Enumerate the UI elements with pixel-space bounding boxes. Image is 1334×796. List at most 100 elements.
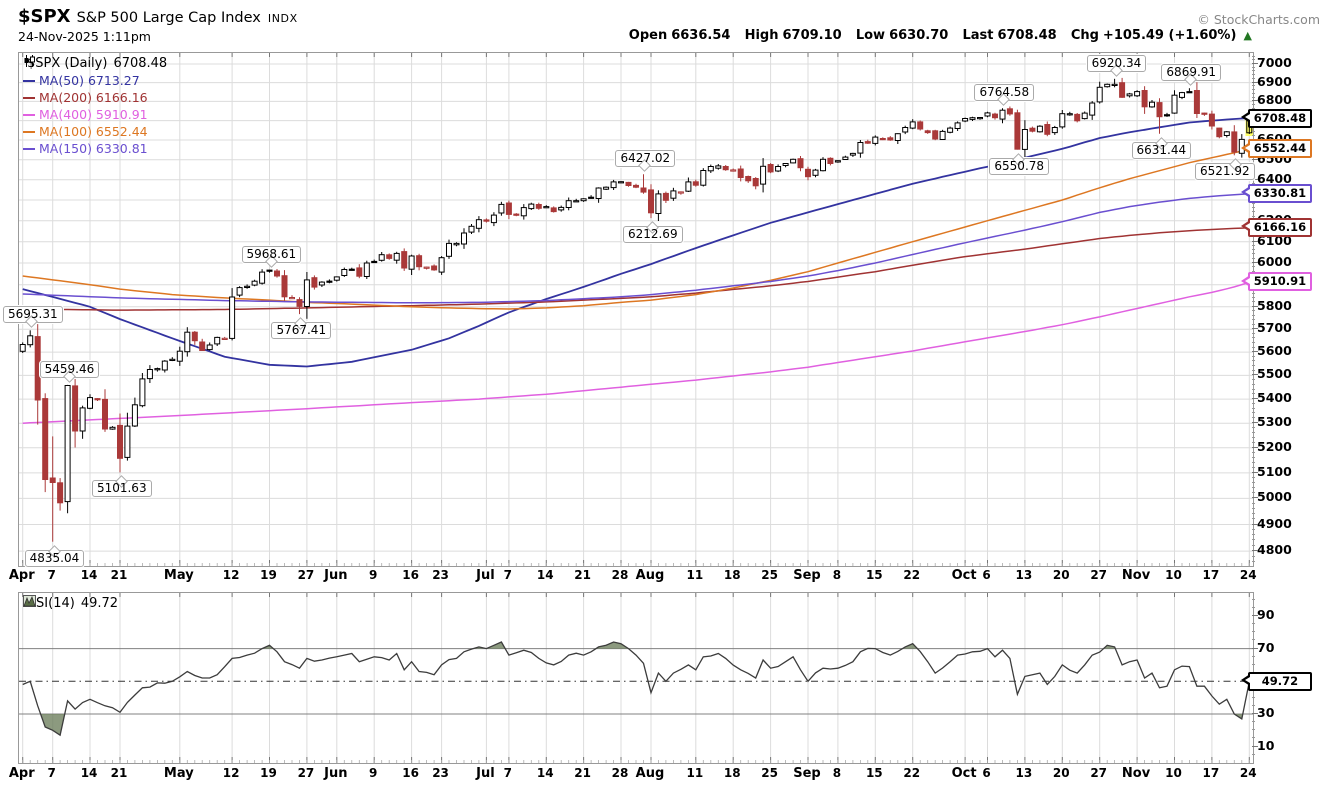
price-y-minortick — [1252, 402, 1255, 404]
legend-rsi-title: RSI(14) — [27, 596, 75, 611]
price-y-label: 6900 — [1257, 73, 1292, 89]
x-axis-label-14: 14 — [536, 568, 554, 582]
x-axis-label-May: May — [163, 766, 194, 781]
price-y-minortick — [1252, 417, 1255, 419]
price-y-minortick — [1252, 560, 1255, 562]
annotation-5767.41: 5767.41 — [271, 317, 332, 340]
tag-pointer-inner — [1245, 277, 1250, 284]
legend-ma-text: MA(400) 5910.91 — [39, 107, 148, 122]
annotation-6521.92: 6521.92 — [1195, 158, 1255, 181]
rsi-y-minortick — [1252, 737, 1255, 739]
price-y-minortick — [1252, 323, 1255, 325]
rsi-y-minortick — [1252, 639, 1255, 641]
rsi-legend: RSI(14) 49.72 — [23, 595, 118, 612]
price-y-minortick — [1252, 244, 1255, 246]
price-y-tick — [1252, 422, 1258, 424]
legend-row-MA(100): MA(100) 6552.44 — [23, 123, 167, 140]
price-y-minortick — [1252, 518, 1255, 520]
rsi-y-minortick — [1252, 655, 1255, 657]
price-y-minortick — [1252, 466, 1255, 468]
price-y-label: 5500 — [1257, 366, 1292, 382]
rsi-y-minortick — [1252, 696, 1255, 698]
x-axis-label-23: 23 — [432, 568, 449, 582]
annotation-5695.31: 5695.31 — [3, 306, 63, 329]
price-y-minortick — [1252, 203, 1255, 205]
price-y-minortick — [1252, 492, 1255, 494]
x-axis-label-19: 19 — [260, 568, 277, 582]
price-y-minortick — [1252, 369, 1255, 371]
price-y-tick — [1252, 446, 1258, 448]
x-axis-label-19: 19 — [260, 766, 277, 780]
price-y-minortick — [1252, 108, 1255, 110]
price-y-tick — [1252, 240, 1258, 242]
price-y-minortick — [1252, 513, 1255, 514]
legend-spx-title: $SPX (Daily) — [27, 56, 108, 71]
price-y-tick — [1252, 262, 1258, 264]
price-y-label: 5200 — [1257, 438, 1292, 454]
tag-pointer-inner — [1245, 189, 1250, 196]
x-axis-label-14: 14 — [536, 766, 554, 780]
x-axis-label-21: 21 — [110, 568, 128, 582]
price-y-minortick — [1252, 436, 1255, 438]
x-axis-label-12: 12 — [222, 568, 240, 582]
price-y-label: 5800 — [1257, 297, 1292, 313]
symbol: $SPX — [18, 6, 71, 27]
rsi-panel: RSI(14) 49.72 — [18, 592, 1254, 764]
price-y-minortick — [1252, 211, 1255, 213]
price-y-minortick — [1252, 482, 1255, 484]
x-axis-label-13: 13 — [1015, 766, 1033, 780]
last-label: Last — [962, 28, 994, 43]
x-axis-label-10: 10 — [1165, 766, 1182, 780]
price-chart-legend: $SPX (Daily) 6708.48 MA(50) 6713.27 MA(20… — [23, 55, 167, 157]
price-y-minortick — [1252, 407, 1255, 409]
tag-pointer-inner — [1245, 114, 1250, 121]
x-axis-label-17: 17 — [1202, 568, 1220, 582]
annotation-5968.61: 5968.61 — [241, 245, 302, 268]
price-tag-5910.91: 5910.91 — [1241, 272, 1312, 292]
price-y-minortick — [1252, 66, 1255, 68]
legend-row-MA(150): MA(150) 6330.81 — [23, 140, 167, 157]
legend-swatch — [23, 113, 35, 116]
price-y-tick — [1252, 178, 1258, 180]
price-y-minortick — [1252, 104, 1255, 106]
price-y-tick — [1252, 374, 1258, 376]
price-y-minortick — [1252, 292, 1255, 294]
high-label: High — [744, 28, 779, 43]
x-axis-label-24: 24 — [1239, 568, 1257, 582]
x-axis-label-28: 28 — [611, 568, 629, 582]
x-axis-label-11: 11 — [686, 766, 704, 780]
price-y-minortick — [1252, 135, 1255, 137]
price-y-minortick — [1252, 319, 1255, 321]
price-y-tick — [1252, 158, 1258, 160]
rsi-y-minortick — [1252, 721, 1255, 723]
price-y-minortick — [1252, 266, 1255, 268]
price-y-minortick — [1252, 59, 1255, 61]
x-axis-label-25: 25 — [761, 766, 778, 780]
price-y-minortick — [1252, 296, 1255, 298]
x-axis-label-Jul: Jul — [476, 766, 495, 781]
ma-line-MA(150) — [22, 192, 1250, 304]
rsi-y-minortick — [1252, 663, 1255, 665]
x-axis-label-25: 25 — [761, 568, 778, 582]
x-axis-label-Apr: Apr — [8, 568, 35, 583]
price-chart-panel: $SPX (Daily) 6708.48 MA(50) 6713.27 MA(20… — [3, 52, 1255, 567]
ma-line-MA(50) — [22, 117, 1250, 368]
legend-ma-text: MA(100) 6552.44 — [39, 124, 148, 139]
change-up-icon: ▲ — [1243, 29, 1252, 42]
x-axis-label-Sep: Sep — [793, 568, 821, 583]
price-y-tick — [1252, 497, 1258, 499]
rsi-y-label: 90 — [1257, 606, 1275, 622]
price-y-minortick — [1252, 383, 1255, 385]
price-y-label: 5000 — [1257, 489, 1292, 505]
legend-ma-text: MA(50) 6713.27 — [39, 73, 140, 88]
open-value: 6636.54 — [671, 28, 731, 43]
price-y-minortick — [1252, 332, 1255, 334]
symbol-name: S&P 500 Large Cap Index — [76, 10, 261, 26]
rsi-y-minortick — [1252, 729, 1255, 731]
price-y-minortick — [1252, 249, 1255, 251]
price-y-minortick — [1252, 310, 1255, 312]
x-axis-label-27: 27 — [297, 766, 315, 780]
legend-swatch — [23, 130, 35, 133]
x-axis-label-21: 21 — [110, 766, 128, 780]
price-y-tick — [1252, 328, 1258, 330]
